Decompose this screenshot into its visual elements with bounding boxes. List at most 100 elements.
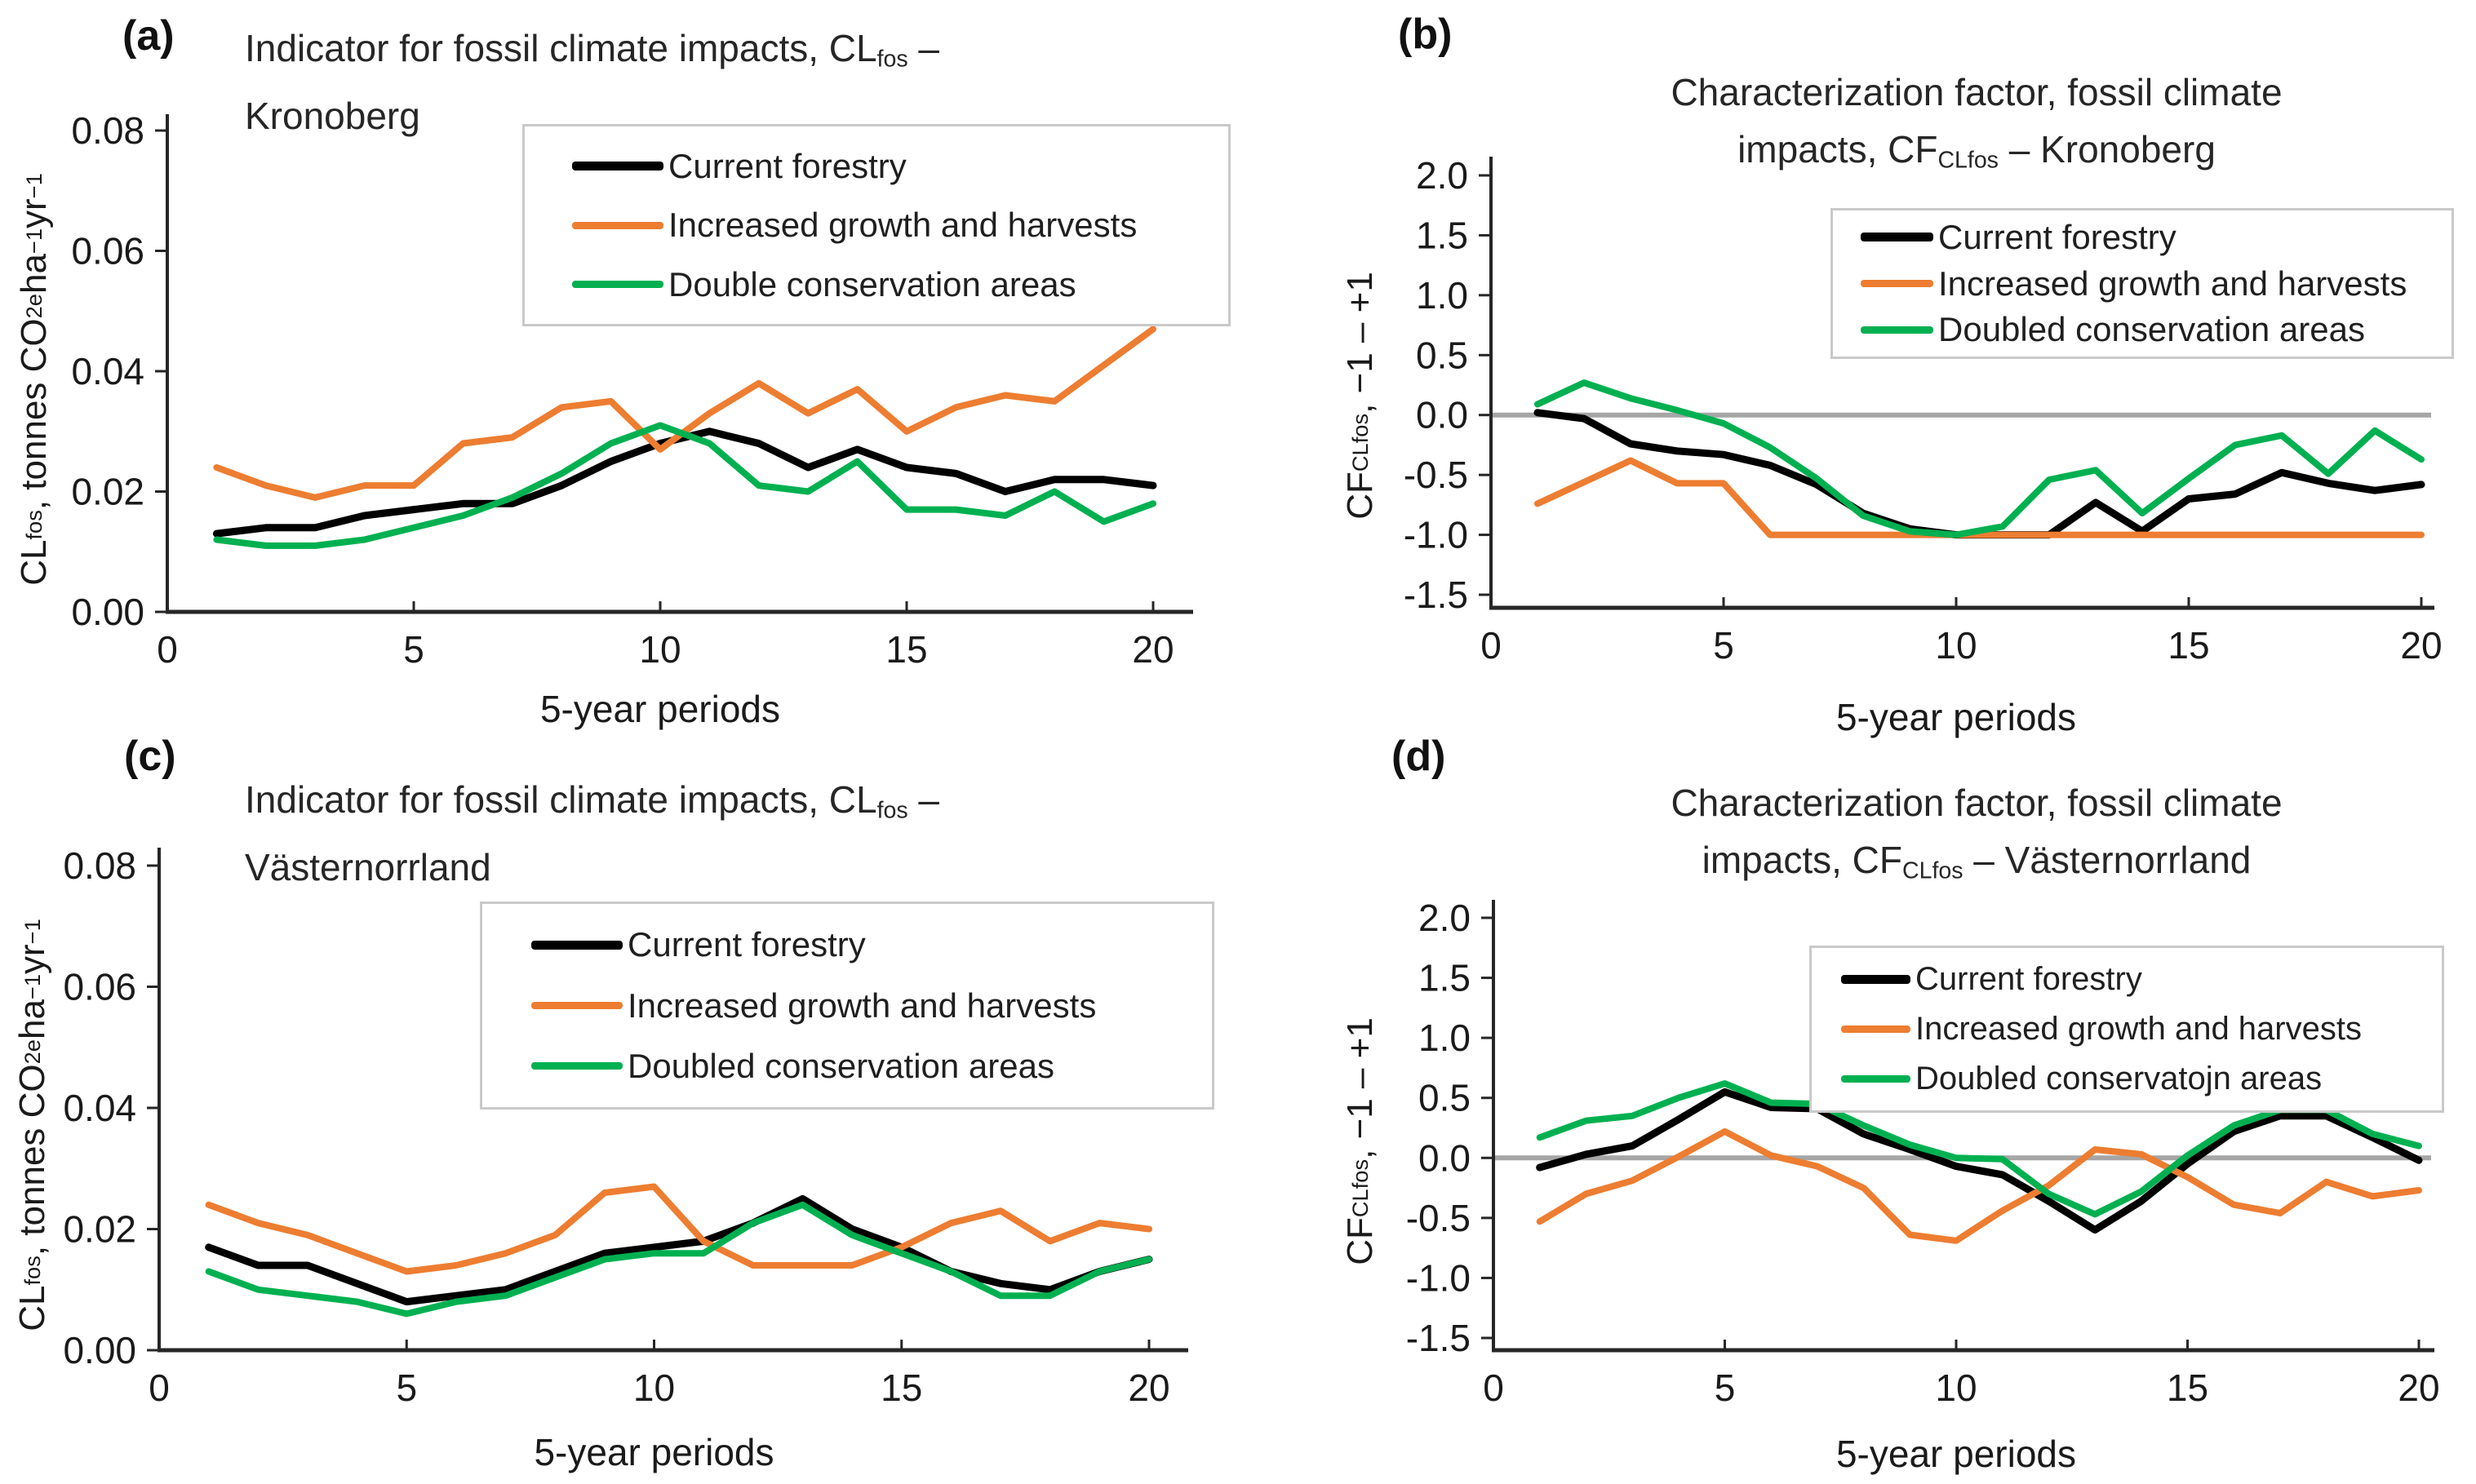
svg-text:1.0: 1.0 [1416, 274, 1468, 317]
chart-title-line2: impacts, CFCLfos – Kronoberg [1737, 128, 2216, 174]
svg-text:0.5: 0.5 [1416, 334, 1468, 376]
legend-item: Current forestry [1861, 218, 2452, 257]
legend-line-current [1861, 233, 1933, 242]
chart-title-c: Indicator for fossil climate impacts, CL… [245, 771, 939, 896]
svg-text:0.0: 0.0 [1418, 1136, 1471, 1179]
svg-text:1.0: 1.0 [1418, 1017, 1471, 1059]
chart-title-line1: Indicator for fossil climate impacts, CL… [245, 778, 940, 824]
x-axis-label-c: 5-year periods [534, 1431, 774, 1473]
svg-text:0: 0 [1480, 624, 1502, 667]
svg-text:-0.5: -0.5 [1404, 454, 1468, 496]
svg-text:10: 10 [1935, 624, 1977, 667]
legend-item: Doubled conservation areas [1861, 310, 2452, 349]
svg-text:0: 0 [149, 1367, 170, 1409]
svg-text:2.0: 2.0 [1416, 154, 1468, 197]
legend-item: Current forestry [531, 925, 1212, 964]
legend-b: Current forestry Increased growth and ha… [1830, 208, 2454, 359]
svg-text:0: 0 [157, 628, 178, 671]
chart-title-line2: Västernorrland [245, 846, 491, 889]
legend-item: Increased growth and harvests [572, 206, 1228, 245]
chart-canvas-b: 2.0 1.5 1.0 0.5 0.0 -0.5 -1.0 -1.5 0 5 10 15 20 [1404, 154, 2443, 667]
y-axis-label-c: CL fos, tonnes CO 2e ha −1 yr −1 [12, 919, 52, 1331]
svg-text:0.06: 0.06 [71, 230, 144, 272]
chart-canvas-c: 0.08 0.06 0.04 0.02 0.00 0 5 10 15 20 [63, 844, 1188, 1409]
svg-text:10: 10 [639, 628, 681, 671]
chart-title-b: Characterization factor, fossil climate … [1507, 64, 2446, 188]
chart-title-line2: Kronoberg [245, 95, 420, 138]
chart-title-line1: Characterization factor, fossil climate [1671, 782, 2283, 824]
legend-line-increased [1861, 280, 1933, 287]
svg-text:5: 5 [403, 628, 424, 671]
svg-text:0.0: 0.0 [1416, 394, 1468, 436]
panel-label-b: (b) [1398, 11, 1453, 58]
svg-text:0.04: 0.04 [71, 350, 144, 392]
svg-text:15: 15 [2167, 1367, 2208, 1409]
legend-item: Doubled conservatojn areas [1841, 1061, 2442, 1097]
chart-title-line1: Indicator for fossil climate impacts, CL… [245, 27, 940, 73]
chart-title-d: Characterization factor, fossil climate … [1507, 774, 2446, 899]
svg-text:0.08: 0.08 [63, 844, 136, 887]
legend-item: Double conservation areas [572, 265, 1228, 304]
legend-line-current [572, 162, 663, 171]
svg-text:10: 10 [1935, 1367, 1977, 1409]
chart-canvas-a: 0.08 0.06 0.04 0.02 0.00 0 5 10 15 20 [71, 109, 1193, 671]
svg-text:15: 15 [2168, 624, 2209, 667]
legend-item: Current forestry [572, 147, 1228, 186]
svg-text:15: 15 [885, 628, 927, 671]
y-axis-label-a: CL fos, tonnes CO 2e ha −1 yr −1 [14, 173, 54, 586]
legend-line-doubled [572, 281, 663, 288]
svg-text:15: 15 [881, 1367, 922, 1409]
svg-text:20: 20 [1128, 1367, 1169, 1409]
svg-text:5: 5 [396, 1367, 417, 1409]
legend-line-current [531, 940, 623, 950]
legend-item: Current forestry [1841, 961, 2442, 998]
svg-text:0.06: 0.06 [63, 966, 136, 1008]
chart-title-line1: Characterization factor, fossil climate [1671, 71, 2283, 113]
svg-text:0.5: 0.5 [1418, 1077, 1471, 1119]
legend-c: Current forestry Increased growth and ha… [480, 901, 1214, 1110]
svg-text:0.04: 0.04 [63, 1087, 136, 1129]
svg-text:1.5: 1.5 [1418, 957, 1471, 999]
legend-item: Increased growth and harvests [531, 986, 1212, 1026]
panel-b: 2.0 1.5 1.0 0.5 0.0 -0.5 -1.0 -1.5 0 5 10 15 20 (b) … [1238, 0, 2476, 742]
y-axis-label-b: CF CLfos, −1 – +1 [1340, 272, 1380, 520]
svg-text:-1.0: -1.0 [1404, 514, 1468, 556]
svg-text:0.00: 0.00 [71, 591, 144, 633]
svg-text:-1.0: -1.0 [1406, 1256, 1471, 1299]
y-axis-label-d: CF CLfos, −1 – +1 [1340, 1017, 1380, 1265]
panel-label-a: (a) [122, 12, 175, 60]
svg-text:5: 5 [1715, 1367, 1736, 1409]
legend-d: Current forestry Increased growth and ha… [1809, 946, 2444, 1113]
x-axis-label-d: 5-year periods [1835, 1433, 2077, 1475]
svg-text:0: 0 [1483, 1367, 1504, 1409]
legend-line-increased [1841, 1026, 1910, 1033]
svg-text:-1.5: -1.5 [1404, 574, 1468, 616]
chart-title-a: Indicator for fossil climate impacts, CL… [245, 20, 939, 144]
svg-text:0.02: 0.02 [63, 1208, 136, 1251]
legend-item: Increased growth and harvests [1861, 264, 2452, 303]
svg-text:-0.5: -0.5 [1406, 1197, 1471, 1239]
legend-line-doubled [1861, 326, 1933, 334]
panel-d: 2.0 1.5 1.0 0.5 0.0 -0.5 -1.0 -1.5 0 5 10 15 20 (d) … [1238, 733, 2476, 1484]
legend-line-doubled [531, 1062, 623, 1070]
legend-item: Increased growth and harvests [1841, 1011, 2442, 1048]
svg-text:20: 20 [1132, 628, 1174, 671]
svg-text:-1.5: -1.5 [1406, 1317, 1471, 1359]
svg-text:0.02: 0.02 [71, 471, 144, 513]
panel-a: 0.08 0.06 0.04 0.02 0.00 0 5 10 15 20 (a) Indicat… [0, 0, 1238, 742]
svg-text:20: 20 [2400, 624, 2442, 667]
legend-line-increased [531, 1002, 623, 1009]
x-axis-label-b: 5-year periods [1835, 696, 2077, 738]
legend-item: Doubled conservation areas [531, 1047, 1212, 1086]
legend-line-current [1841, 975, 1910, 984]
legend-a: Current forestry Increased growth and ha… [522, 124, 1231, 326]
panel-c: 0.08 0.06 0.04 0.02 0.00 0 5 10 15 20 (c) Indicat… [0, 733, 1238, 1484]
legend-line-doubled [1841, 1075, 1910, 1083]
svg-text:1.5: 1.5 [1416, 214, 1468, 256]
svg-text:5: 5 [1713, 624, 1734, 667]
legend-line-increased [572, 221, 663, 229]
svg-text:20: 20 [2398, 1367, 2439, 1409]
svg-text:0.00: 0.00 [63, 1329, 136, 1371]
chart-canvas-d: 2.0 1.5 1.0 0.5 0.0 -0.5 -1.0 -1.5 0 5 10 15 20 [1406, 897, 2440, 1409]
